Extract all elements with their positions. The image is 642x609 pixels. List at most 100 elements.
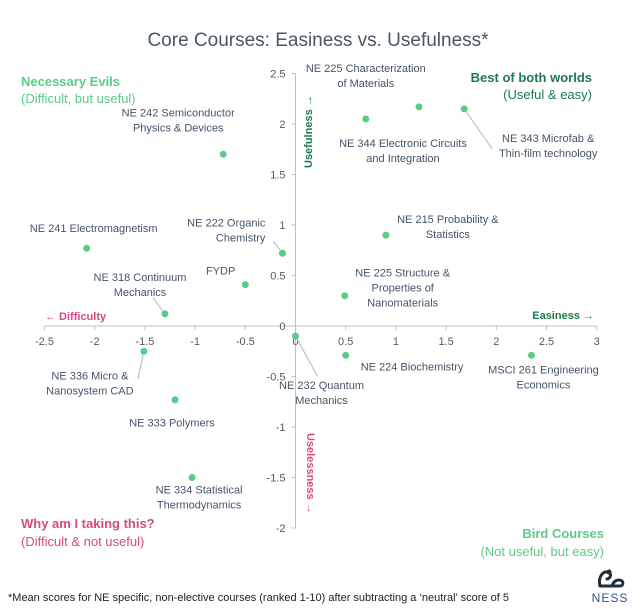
point-label-line: Nanomaterials: [367, 298, 438, 310]
axes: -2.5 -2 -1.5 -1 -0.5 0 0.5 1 1.5 2 2.5 3 -2 -1.5 -1 -0.…: [35, 69, 600, 536]
point-label-line: Thin-film technology: [499, 148, 598, 160]
x-tick-label: -1: [190, 336, 200, 348]
point-label-line: MSCI 261 Engineering: [488, 364, 599, 376]
data-point: [219, 150, 227, 158]
point-label: NE 242 Semiconductor Physics & Devices: [122, 107, 235, 134]
x-tick-label: 3: [594, 336, 600, 348]
point-label-line: Chemistry: [216, 232, 266, 244]
point-label-line: FYDP: [206, 266, 235, 278]
y-tick-label: 0.5: [270, 271, 285, 283]
quadrant-top-left-subtitle: (Difficult, but useful): [21, 91, 136, 106]
point-label-line: Nanosystem CAD: [46, 385, 133, 397]
y-tick-label: -2: [276, 523, 286, 535]
point-label-line: Physics & Devices: [133, 122, 224, 134]
data-point: [292, 332, 299, 340]
x-tick-label: -0.5: [236, 336, 255, 348]
leader-line: [295, 335, 318, 377]
x-tick-label: -2.5: [35, 336, 54, 348]
point-label: NE 241 Electromagnetism: [30, 223, 158, 235]
point-label: NE 318 Continuum Mechanics: [94, 272, 187, 299]
point-label-line: NE 225 Structure &: [355, 268, 450, 280]
point-label-line: NE 241 Electromagnetism: [30, 223, 158, 235]
leader-line: [137, 351, 145, 380]
data-point: [140, 347, 148, 355]
data-point: [188, 474, 196, 481]
point-label: NE 225 Characterization of Materials: [306, 63, 426, 90]
point-label-line: Mechanics: [114, 287, 167, 299]
point-label-line: and Integration: [366, 153, 439, 165]
point-label-line: Thermodynamics: [157, 500, 242, 512]
point-label: NE 232 Quantum Mechanics: [279, 380, 364, 407]
point-label-line: NE 225 Characterization: [306, 63, 426, 75]
point-label: NE 344 Electronic Circuits and Integratio…: [339, 138, 467, 165]
y-tick-label: 2: [279, 119, 285, 131]
data-point: [382, 231, 390, 239]
point-label-line: NE 318 Continuum: [94, 272, 187, 284]
quadrant-top-right-subtitle: (Useful & easy): [503, 87, 592, 102]
quadrant-bottom-left-subtitle: (Difficult & not useful): [21, 534, 144, 549]
x-tick-label: 0.5: [338, 336, 353, 348]
y-tick-label: 1.5: [270, 170, 285, 182]
data-point: [341, 292, 349, 300]
difficulty-axis-label: ← Difficulty: [45, 311, 107, 323]
point-label-line: NE 343 Microfab &: [502, 133, 595, 145]
point-label: NE 215 Probability & Statistics: [397, 214, 499, 241]
point-label-line: NE 334 Statistical: [156, 485, 243, 497]
point-label-line: NE 242 Semiconductor: [122, 107, 235, 119]
data-point: [83, 244, 91, 252]
y-tick-label: 2.5: [270, 69, 285, 81]
point-label: NE 333 Polymers: [129, 418, 215, 430]
point-labels: NE 225 Characterization of Materials NE 34…: [30, 63, 599, 512]
x-tick-label: -2: [90, 336, 100, 348]
data-point: [342, 351, 350, 359]
data-point: [362, 115, 370, 123]
point-label: NE 336 Micro & Nanosystem CAD: [46, 370, 133, 397]
chart-title: Core Courses: Easiness vs. Usefulness*: [147, 30, 489, 51]
data-point: [460, 105, 468, 113]
leader-line: [463, 108, 493, 150]
data-point: [241, 281, 249, 289]
quadrant-top-left-title: Necessary Evils: [21, 74, 120, 89]
point-label-line: NE 344 Electronic Circuits: [339, 138, 467, 150]
quadrant-bottom-right-title: Bird Courses: [522, 526, 604, 541]
point-label: NE 343 Microfab & Thin-film technology: [499, 133, 598, 160]
ness-logo-icon: [598, 569, 625, 588]
data-point: [415, 103, 423, 111]
x-tick-label: 2.5: [539, 336, 554, 348]
quadrant-top-right-title: Best of both worlds: [471, 70, 592, 85]
ness-logo-text: NESS: [592, 591, 629, 605]
point-label: NE 222 Organic Chemistry: [187, 217, 266, 244]
point-label: NE 334 Statistical Thermodynamics: [156, 485, 243, 512]
point-label: NE 224 Biochemistry: [361, 361, 464, 373]
y-tick-label: -1.5: [267, 473, 286, 485]
x-tick-label: 1.5: [438, 336, 453, 348]
y-tick-label: -0.5: [267, 372, 286, 384]
x-tick-label: 0: [292, 336, 298, 348]
point-label-line: NE 336 Micro &: [51, 370, 129, 382]
point-label-line: NE 222 Organic: [187, 217, 266, 229]
point-label-line: Properties of: [372, 283, 435, 295]
point-label-line: Statistics: [426, 229, 471, 241]
y-tick-label: -1: [276, 422, 286, 434]
uselessness-axis-label: Uselessness →: [304, 433, 316, 514]
data-point: [527, 351, 535, 359]
point-label: FYDP: [206, 266, 235, 278]
y-tick-label: 1: [279, 220, 285, 232]
point-label-line: of Materials: [337, 78, 394, 90]
data-point: [278, 249, 286, 257]
data-point: [161, 310, 169, 318]
quadrant-bottom-right-subtitle: (Not useful, but easy): [480, 544, 604, 559]
quadrant-bottom-left-title: Why am I taking this?: [21, 516, 155, 531]
point-label-line: NE 224 Biochemistry: [361, 361, 464, 373]
usefulness-axis-label: Usefulness →: [303, 95, 315, 168]
data-point: [171, 396, 179, 404]
point-label: NE 225 Structure & Properties of Nanomater…: [355, 268, 450, 310]
point-label-line: NE 333 Polymers: [129, 418, 215, 430]
x-tick-label: 1: [393, 336, 399, 348]
x-tick-label: 2: [493, 336, 499, 348]
easiness-axis-label: Easiness →: [532, 310, 594, 322]
point-label-line: NE 215 Probability &: [397, 214, 499, 226]
footnote: *Mean scores for NE specific, non-electi…: [8, 592, 509, 604]
point-label-line: Mechanics: [295, 395, 348, 407]
